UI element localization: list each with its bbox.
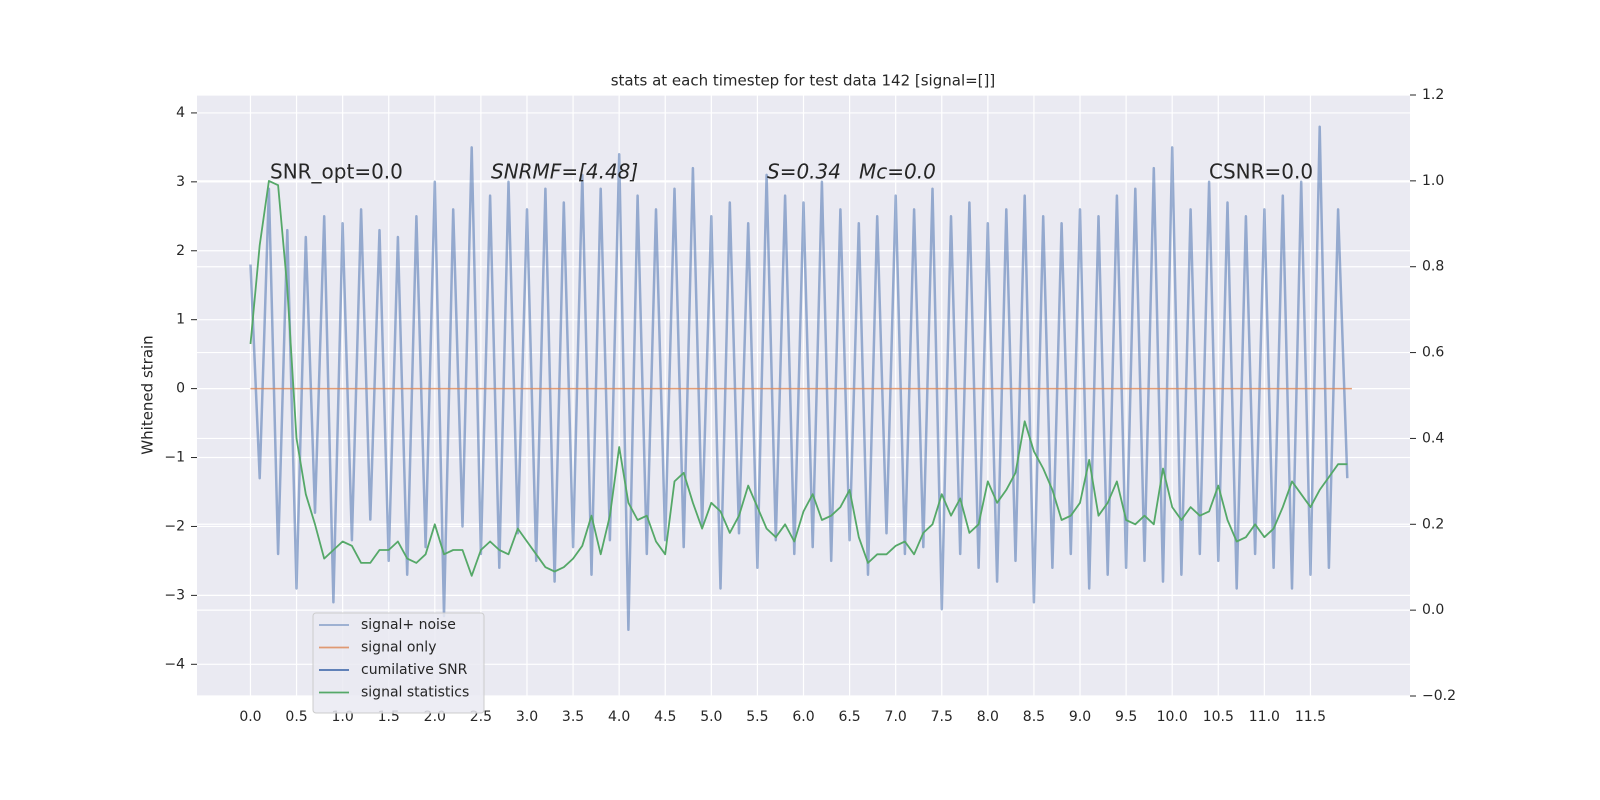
chart-title: stats at each timestep for test data 142… (611, 72, 996, 90)
legend-label: cumilative SNR (361, 662, 468, 678)
annotation: S=0.34 (767, 160, 841, 184)
legend-label: signal only (361, 640, 436, 656)
y2-tick-label: 1.0 (1422, 173, 1444, 189)
x-tick-label: 6.5 (838, 709, 860, 725)
x-tick-label: 0.5 (285, 709, 307, 725)
y2-tick-label: 0.8 (1422, 259, 1444, 275)
x-tick-label: 10.5 (1203, 709, 1234, 725)
x-tick-label: 7.5 (931, 709, 953, 725)
x-tick-label: 10.0 (1157, 709, 1188, 725)
y-tick-label: −3 (164, 587, 185, 603)
x-tick-label: 5.0 (700, 709, 722, 725)
y2-tick-label: 0.2 (1422, 516, 1444, 532)
annotation: Mc=0.0 (859, 160, 936, 184)
y2-tick-label: 1.2 (1422, 87, 1444, 103)
series-line (249, 180, 1348, 577)
legend-label: signal+ noise (361, 617, 456, 633)
y2-tick-label: 0.6 (1422, 345, 1444, 361)
x-tick-label: 9.5 (1115, 709, 1137, 725)
x-tick-label: 6.0 (792, 709, 814, 725)
x-tick-label: 11.0 (1249, 709, 1280, 725)
y-tick-label: 1 (176, 312, 185, 328)
x-tick-label: 8.0 (977, 709, 999, 725)
y-tick-label: 0 (176, 381, 185, 397)
x-tick-label: 0.0 (239, 709, 261, 725)
y-axis-label: Whitened strain (139, 335, 157, 454)
y-tick-label: −1 (164, 450, 185, 466)
y2-tick-label: −0.2 (1422, 688, 1456, 704)
y-tick-label: 3 (176, 174, 185, 190)
y-tick-label: −4 (164, 656, 185, 672)
y2-tick-label: 0.0 (1422, 602, 1444, 618)
x-tick-label: 9.0 (1069, 709, 1091, 725)
annotation: SNRMF=[4.48] (491, 160, 638, 184)
y2-tick-label: 0.4 (1422, 430, 1444, 446)
x-tick-label: 7.0 (885, 709, 907, 725)
legend-label: signal statistics (361, 685, 469, 701)
x-tick-label: 4.0 (608, 709, 630, 725)
series-line (249, 125, 1349, 632)
y-tick-label: 4 (176, 105, 185, 121)
x-tick-label: 3.5 (562, 709, 584, 725)
y-tick-label: 2 (176, 243, 185, 259)
x-tick-label: 3.0 (516, 709, 538, 725)
y-tick-label: −2 (164, 518, 185, 534)
annotation: CSNR=0.0 (1209, 160, 1313, 184)
x-tick-label: 5.5 (746, 709, 768, 725)
annotation: SNR_opt=0.0 (270, 160, 403, 184)
x-tick-label: 8.5 (1023, 709, 1045, 725)
legend-box (312, 612, 485, 714)
x-tick-label: 11.5 (1295, 709, 1326, 725)
x-tick-label: 4.5 (654, 709, 676, 725)
